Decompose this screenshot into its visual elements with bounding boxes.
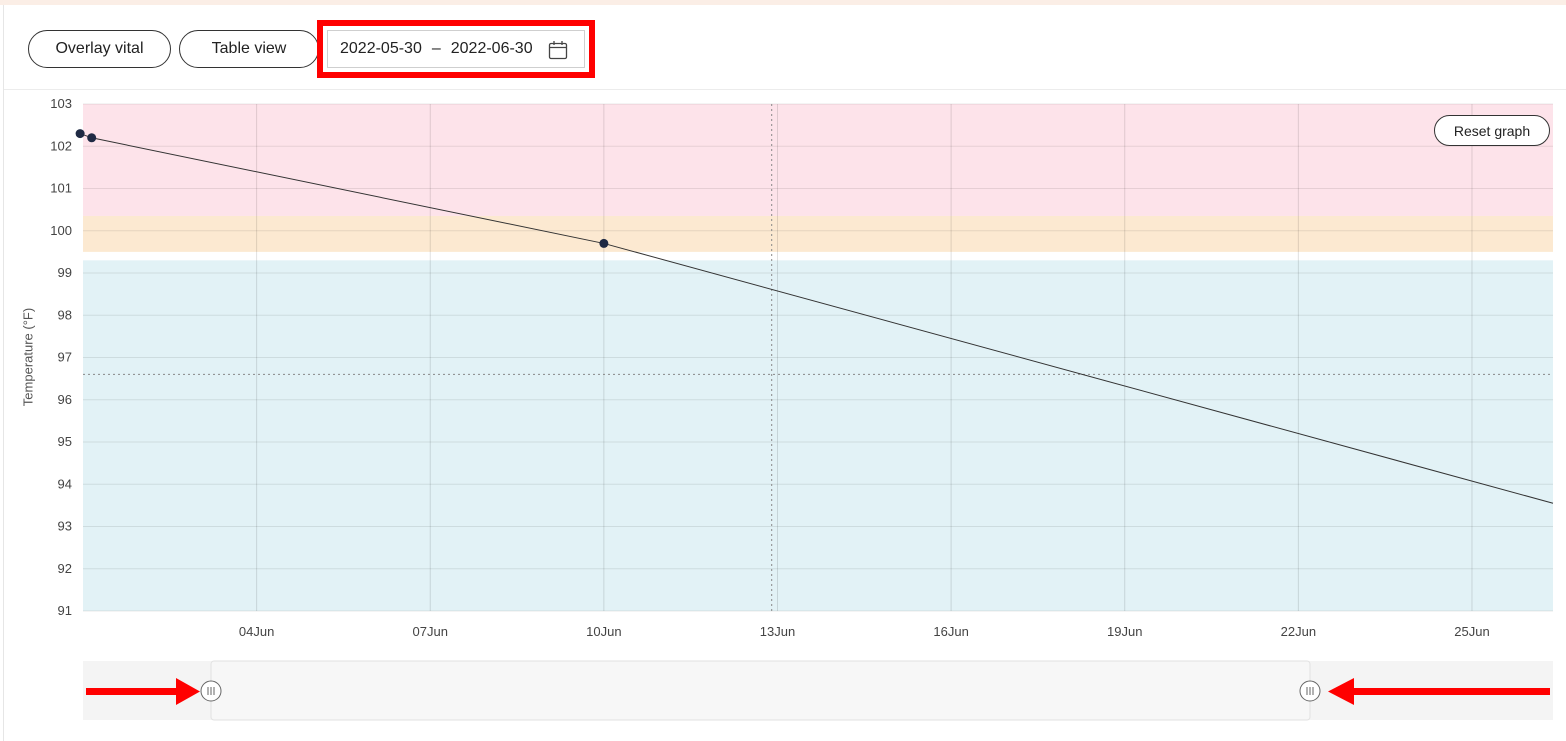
y-tick-label: 99 — [58, 265, 72, 280]
range-slider-left-handle[interactable] — [200, 680, 222, 702]
series-line — [79, 133, 1554, 504]
band-normal — [83, 260, 1553, 611]
date-range-highlight — [317, 20, 595, 78]
y-tick-label: 96 — [58, 392, 72, 407]
x-tick-label: 19Jun — [1107, 624, 1142, 639]
y-tick-label: 95 — [58, 434, 72, 449]
y-tick-label: 94 — [58, 476, 72, 491]
x-tick-label: 13Jun — [760, 624, 795, 639]
date-range-picker[interactable]: 2022-05-30 – 2022-06-30 — [327, 30, 585, 68]
reset-graph-button[interactable]: Reset graph — [1434, 115, 1550, 146]
data-point[interactable] — [87, 133, 97, 143]
data-point[interactable] — [599, 238, 609, 248]
y-tick-label: 91 — [58, 603, 72, 618]
date-separator: – — [431, 40, 441, 57]
y-tick-label: 100 — [50, 223, 72, 238]
x-tick-label: 25Jun — [1454, 624, 1489, 639]
y-tick-label: 98 — [58, 307, 72, 322]
band-high — [83, 104, 1553, 216]
toolbar-divider — [4, 89, 1566, 90]
y-axis-label: Temperature (°F) — [20, 307, 36, 407]
x-tick-label: 22Jun — [1281, 624, 1316, 639]
overlay-vital-button[interactable]: Overlay vital — [28, 30, 171, 68]
date-end: 2022-06-30 — [450, 40, 533, 57]
y-tick-label: 103 — [50, 96, 72, 111]
data-point[interactable] — [75, 129, 85, 139]
x-tick-label: 04Jun — [239, 624, 274, 639]
annotation-arrow-right — [1328, 678, 1550, 705]
calendar-icon[interactable] — [548, 40, 568, 60]
annotation-arrow-left — [86, 678, 200, 705]
y-tick-label: 93 — [58, 519, 72, 534]
x-tick-label: 16Jun — [933, 624, 968, 639]
y-tick-label: 102 — [50, 138, 72, 153]
range-slider-selection[interactable] — [210, 660, 1311, 721]
x-tick-label: 07Jun — [413, 624, 448, 639]
left-edge — [3, 5, 4, 741]
top-strip — [0, 0, 1566, 5]
x-tick-label: 10Jun — [586, 624, 621, 639]
y-tick-label: 97 — [58, 350, 72, 365]
band-warning — [83, 215, 1553, 252]
y-tick-label: 101 — [50, 181, 72, 196]
date-start: 2022-05-30 — [340, 40, 422, 57]
y-tick-label: 92 — [58, 561, 72, 576]
range-slider-right-handle[interactable] — [1299, 680, 1321, 702]
